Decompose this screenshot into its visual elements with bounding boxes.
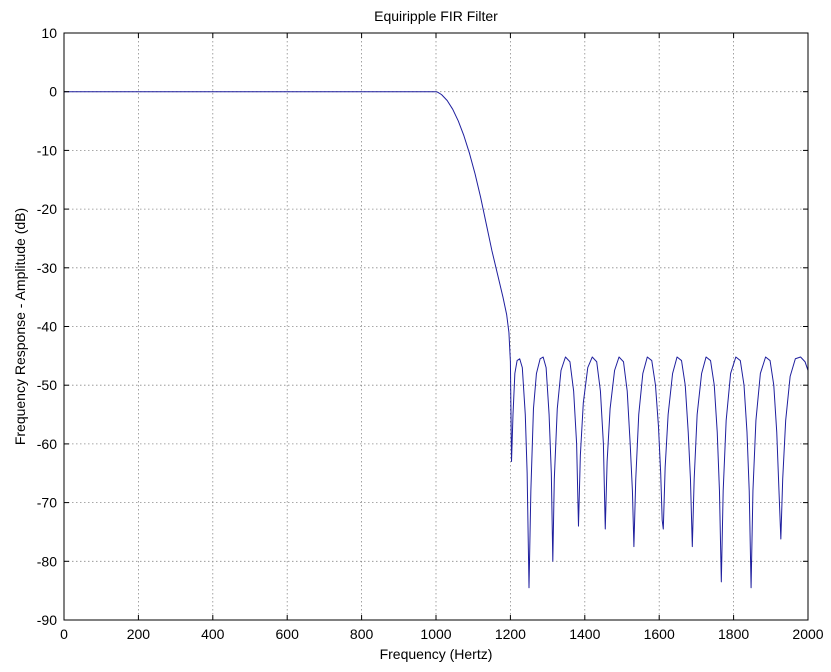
x-tick-label: 1600 — [644, 626, 675, 642]
x-tick-label: 1400 — [569, 626, 600, 642]
y-tick-label: 10 — [41, 25, 57, 41]
x-tick-label: 0 — [60, 626, 68, 642]
tick-marks — [63, 32, 809, 621]
x-tick-label: 1000 — [420, 626, 451, 642]
grid-lines — [64, 33, 808, 620]
y-tick-label: -40 — [37, 319, 57, 335]
y-tick-label: -90 — [37, 612, 57, 628]
x-tick-label: 800 — [350, 626, 374, 642]
y-tick-label: -80 — [37, 553, 57, 569]
x-tick-label: 600 — [276, 626, 300, 642]
y-tick-label: 0 — [49, 84, 57, 100]
y-tick-label: -30 — [37, 260, 57, 276]
x-tick-label: 200 — [127, 626, 151, 642]
y-tick-label: -50 — [37, 377, 57, 393]
y-tick-label: -20 — [37, 201, 57, 217]
x-tick-label: 400 — [201, 626, 225, 642]
series-line — [64, 91, 809, 589]
x-axis-label: Frequency (Hertz) — [380, 646, 493, 662]
y-tick-labels: 10 0 -10 -20 -30 -40 -50 -60 -70 -80 -90 — [37, 25, 57, 628]
x-tick-label: 1200 — [495, 626, 526, 642]
x-tick-label: 1800 — [718, 626, 749, 642]
y-tick-label: -10 — [37, 142, 57, 158]
y-tick-label: -70 — [37, 495, 57, 511]
chart-title: Equiripple FIR Filter — [374, 8, 498, 24]
x-tick-labels: 0 200 400 600 800 1000 1200 1400 1600 1800 2000 — [60, 626, 824, 642]
series-group — [64, 91, 809, 589]
y-tick-label: -60 — [37, 436, 57, 452]
x-tick-label: 2000 — [792, 626, 823, 642]
y-axis-label: Frequency Response - Amplitude (dB) — [12, 208, 28, 445]
